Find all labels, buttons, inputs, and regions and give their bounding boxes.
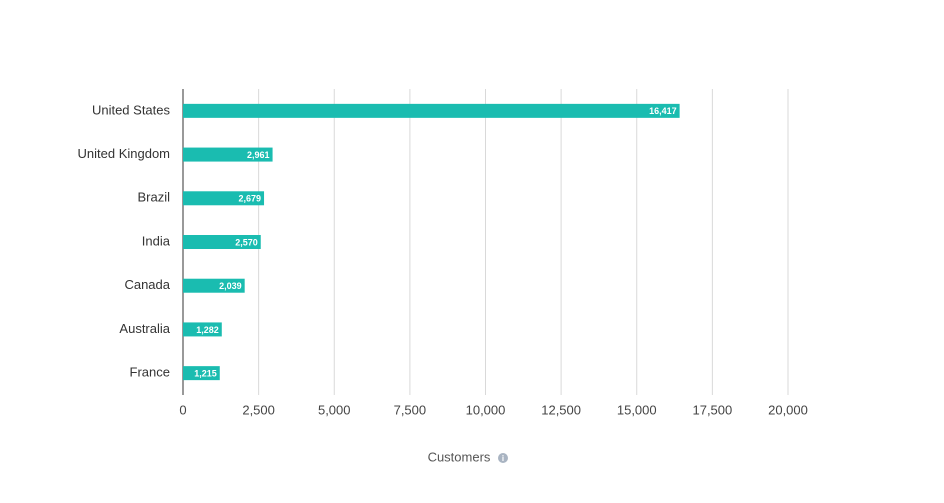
x-axis-title: Customers [428, 449, 491, 464]
x-tick-label: 7,500 [394, 402, 427, 417]
y-tick-label: Brazil [137, 190, 170, 205]
value-label: 2,570 [235, 237, 258, 247]
x-tick-label: 2,500 [242, 402, 275, 417]
y-tick-label: Canada [124, 277, 170, 292]
bar [183, 147, 273, 162]
bar [183, 235, 261, 249]
bar [183, 366, 220, 381]
value-label: 2,679 [239, 194, 262, 204]
x-tick-label: 12,500 [541, 402, 581, 417]
value-label: 2,039 [219, 281, 242, 291]
x-tick-label: 0 [179, 402, 186, 417]
value-label: 1,282 [196, 325, 219, 335]
x-tick-label: 10,000 [466, 402, 506, 417]
x-tick-label: 15,000 [617, 402, 657, 417]
bar [183, 278, 245, 293]
y-tick-label: United States [92, 102, 171, 117]
y-tick-label: India [142, 233, 171, 248]
value-label: 1,215 [194, 369, 217, 379]
y-tick-label: France [130, 365, 170, 380]
value-label: 2,961 [247, 150, 270, 160]
bar [183, 322, 222, 337]
x-tick-label: 5,000 [318, 402, 351, 417]
info-icon-glyph: i [502, 454, 504, 463]
bar [183, 191, 265, 206]
y-tick-label: United Kingdom [78, 146, 171, 161]
value-label: 16,417 [649, 106, 677, 116]
info-icon[interactable] [498, 453, 508, 463]
x-tick-label: 20,000 [768, 402, 808, 417]
y-tick-label: Australia [119, 321, 170, 336]
bar [183, 103, 680, 118]
x-tick-label: 17,500 [692, 402, 732, 417]
